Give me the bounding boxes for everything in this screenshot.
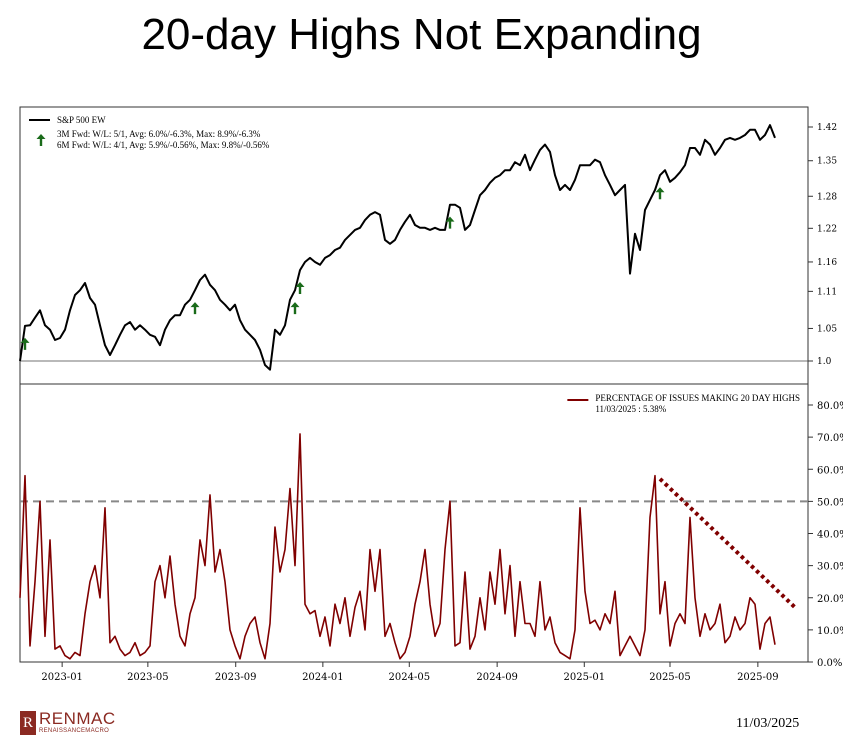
y-tick-label: 1.42 (817, 123, 837, 133)
x-tick-label: 2024-01 (302, 672, 344, 683)
y-tick-label: 20.0% (817, 594, 843, 605)
y-tick-label: 1.28 (817, 192, 837, 202)
top-legend: S&P 500 EW 3M Fwd: W/L: 5/1, Avg: 6.0%/-… (29, 115, 270, 150)
signal-arrow-icon (190, 302, 200, 315)
bottom-legend: PERCENTAGE OF ISSUES MAKING 20 DAY HIGHS… (567, 393, 800, 414)
footer-date: 11/03/2025 (736, 716, 800, 731)
sp500-line (19, 124, 776, 371)
x-tick-label: 2023-09 (215, 672, 257, 683)
signal-arrow-icon (445, 216, 455, 229)
logo-mark-icon: R (20, 710, 36, 735)
y-tick-label: 1.22 (817, 224, 837, 234)
highs-panel: 0.0% 10.0% 20.0% 30.0% 40.0% 50.0% 60.0% 70.0% 8… (19, 401, 843, 683)
y-tick-label: 30.0% (817, 562, 843, 573)
y-tick-label: 1.11 (817, 287, 837, 297)
legend-signal-line2: 6M Fwd: W/L: 4/1, Avg: 5.9%/-0.56%, Max:… (57, 140, 270, 150)
renmac-logo: R RENMAC RENAISSANCEMACRO (20, 710, 116, 735)
legend-signal-line1: 3M Fwd: W/L: 5/1, Avg: 6.0%/-6.3%, Max: … (57, 129, 261, 139)
x-tick-label: 2025-05 (649, 672, 691, 683)
y-tick-label: 10.0% (817, 626, 843, 637)
signal-arrow-icon (655, 187, 665, 200)
y-tick-label: 40.0% (817, 530, 843, 541)
signal-arrow-icon (20, 337, 30, 350)
y-tick-label: 60.0% (817, 465, 843, 476)
highs-line (19, 433, 776, 660)
legend-label-highs: PERCENTAGE OF ISSUES MAKING 20 DAY HIGHS (595, 393, 800, 403)
y-tick-label: 1.05 (817, 324, 837, 334)
downtrend-line (658, 477, 797, 609)
y-tick-label: 80.0% (817, 401, 843, 412)
legend-last-value: 11/03/2025 : 5.38% (595, 404, 666, 414)
signal-arrow-icon (290, 302, 300, 315)
logo-text: RENMAC (39, 709, 116, 728)
y-tick-label: 1.16 (817, 258, 837, 268)
x-tick-label: 2023-01 (41, 672, 83, 683)
signal-arrow-icon (295, 282, 305, 295)
x-tick-label: 2025-09 (737, 672, 779, 683)
chart: 1.0 1.05 1.11 1.16 1.22 1.28 1.35 1.42 0.0% 10.0… (19, 106, 843, 683)
page-title: 20-day Highs Not Expanding (141, 10, 702, 59)
x-tick-label: 2024-05 (389, 672, 431, 683)
sp500-panel: 1.0 1.05 1.11 1.16 1.22 1.28 1.35 1.42 (19, 106, 837, 663)
y-tick-label: 1.35 (817, 157, 837, 167)
x-tick-label: 2025-01 (564, 672, 606, 683)
logo-subtext: RENAISSANCEMACRO (39, 728, 110, 734)
legend-label-sp500: S&P 500 EW (57, 115, 106, 125)
y-tick-label: 0.0% (817, 658, 842, 669)
y-tick-label: 70.0% (817, 433, 843, 444)
x-tick-label: 2023-05 (127, 672, 169, 683)
x-tick-label: 2024-09 (476, 672, 518, 683)
y-tick-label: 50.0% (817, 497, 843, 508)
y-tick-label: 1.0 (817, 357, 832, 367)
legend-arrow-icon (36, 134, 46, 146)
